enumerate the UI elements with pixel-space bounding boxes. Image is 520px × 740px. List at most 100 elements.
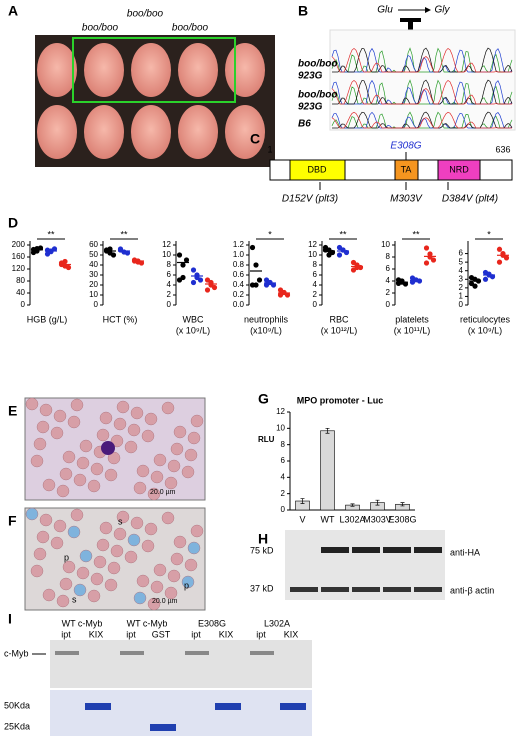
y-tick-label: 0 <box>313 300 318 309</box>
y-tick-label: 4 <box>313 280 318 289</box>
cell <box>116 510 130 524</box>
cell <box>184 448 198 462</box>
dot <box>430 257 437 263</box>
dot <box>249 244 256 251</box>
embryo <box>225 43 265 97</box>
dot <box>107 246 113 252</box>
band <box>120 651 144 655</box>
panel-letter: G <box>258 391 269 407</box>
lane-label: ipt <box>61 629 71 639</box>
antibody-label: anti-β actin <box>450 585 494 595</box>
band <box>215 703 241 710</box>
blot-bottom <box>50 690 312 736</box>
embryo <box>37 105 77 159</box>
dot <box>423 260 430 266</box>
dot <box>117 246 124 252</box>
dot <box>486 271 492 277</box>
antibody-label: anti-HA <box>450 547 480 557</box>
codon-label: Gly <box>435 5 451 16</box>
cell <box>70 398 84 412</box>
lane-label: KIX <box>284 629 299 639</box>
cell <box>30 454 44 468</box>
mutation-label: D384V (plt4) <box>442 194 498 205</box>
error-bar <box>375 499 380 506</box>
band-label: c-Myb <box>4 648 29 658</box>
cell <box>25 507 39 521</box>
cell <box>39 513 53 527</box>
nucleus <box>101 441 115 455</box>
x-axis-label: (x 10⁹/L) <box>176 325 210 335</box>
cell <box>107 561 121 575</box>
panel-letter: H <box>258 531 268 547</box>
cell <box>96 428 110 442</box>
band <box>250 651 274 655</box>
domain-label: TA <box>401 164 412 174</box>
y-tick-label: 0.6 <box>233 270 245 279</box>
group-label: WT c-Myb <box>62 618 103 628</box>
codon-label: Glu <box>377 5 393 16</box>
cell <box>153 563 167 577</box>
y-tick-label: 12 <box>276 407 285 416</box>
y-tick-label: 0.0 <box>233 300 245 309</box>
y-tick-label: 2 <box>459 283 464 292</box>
error-bar <box>300 498 305 504</box>
domain-label: NRD <box>449 164 469 174</box>
cell-label: p <box>64 552 69 562</box>
blot-top <box>50 640 312 688</box>
dot <box>253 282 259 288</box>
cell <box>59 467 73 481</box>
band <box>290 587 318 592</box>
y-tick-label: 6 <box>386 264 391 273</box>
group-label: E308G <box>198 618 226 628</box>
y-tick-label: 1.2 <box>233 240 245 249</box>
band <box>352 587 380 592</box>
y-tick-label: 0.2 <box>233 290 245 299</box>
y-tick-label: 200 <box>12 240 26 249</box>
marker-label: 37 kD <box>250 583 274 593</box>
error-bar <box>325 427 330 434</box>
dot <box>336 252 343 258</box>
y-tick-label: 2 <box>167 290 172 299</box>
y-tick-label: 1.0 <box>233 250 245 259</box>
trace <box>332 47 513 73</box>
x-axis-label: (x 10¹¹/L) <box>394 325 431 335</box>
domain <box>289 159 346 181</box>
cell <box>113 417 127 431</box>
cell <box>190 524 204 538</box>
dot <box>30 249 37 256</box>
cell <box>30 564 44 578</box>
y-tick-label: 1 <box>459 292 464 301</box>
cell <box>50 426 64 440</box>
dot <box>124 250 131 256</box>
band <box>383 547 411 553</box>
trace <box>332 111 513 129</box>
highlight-box <box>72 37 236 103</box>
cell <box>99 521 113 535</box>
y-tick-label: 20 <box>89 280 98 289</box>
cell <box>173 535 187 549</box>
genotype-label: boo/boo <box>127 9 164 20</box>
cell <box>33 437 47 451</box>
x-axis-label: (x 10¹²/L) <box>321 325 358 335</box>
cells <box>25 507 204 611</box>
y-tick-label: 50 <box>89 250 98 259</box>
band <box>85 703 111 710</box>
cell <box>161 511 175 525</box>
x-axis-label: platelets <box>395 314 429 324</box>
y-tick-label: 4 <box>167 280 172 289</box>
cell <box>170 442 184 456</box>
y-tick-label: 10 <box>381 240 390 249</box>
y-tick-label: 8 <box>167 260 172 269</box>
y-tick-label: 10 <box>89 290 98 299</box>
cell <box>25 397 39 411</box>
y-tick-label: 4 <box>386 276 391 285</box>
trace <box>331 47 512 73</box>
lane-label: KIX <box>89 629 104 639</box>
bar <box>320 430 335 511</box>
trace-label: boo/boo <box>298 90 337 101</box>
cell <box>144 522 158 536</box>
cell <box>147 597 161 611</box>
panel-letter: I <box>8 611 12 627</box>
scale-label: 20.0 µm <box>150 489 176 496</box>
